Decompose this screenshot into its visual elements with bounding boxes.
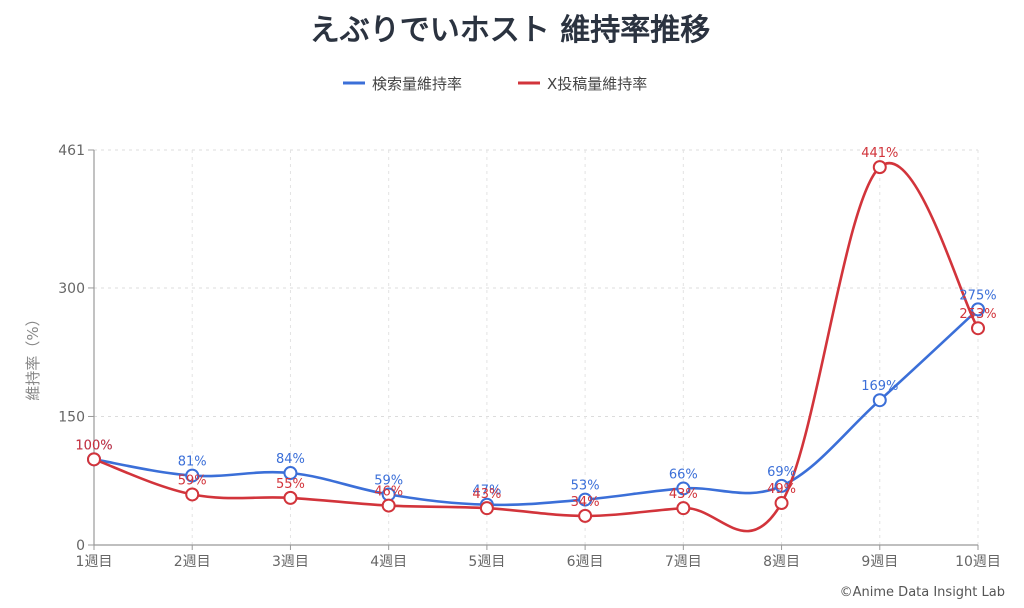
data-label: 66% <box>669 467 698 482</box>
series-points <box>87 160 985 523</box>
data-label: 43% <box>669 487 698 502</box>
series-line-0 <box>93 308 979 507</box>
x-tick-label: 2週目 <box>174 554 211 570</box>
x-tick-label: 7週目 <box>665 554 702 570</box>
series-line-1 <box>93 162 980 533</box>
data-point <box>676 481 691 496</box>
y-tick-label: 0 <box>76 538 85 554</box>
data-label: 46% <box>374 485 403 500</box>
data-point <box>578 492 593 507</box>
data-point <box>283 490 298 505</box>
data-point <box>479 501 494 516</box>
axes <box>88 149 979 550</box>
data-label: 100% <box>75 438 112 453</box>
data-label: 69% <box>767 465 796 480</box>
data-label: 34% <box>571 495 600 510</box>
data-label: 59% <box>178 473 207 488</box>
data-point <box>381 498 396 513</box>
data-label: 441% <box>861 146 898 161</box>
y-tick-label: 300 <box>58 281 85 297</box>
data-label: 84% <box>276 452 305 467</box>
legend: 検索量維持率 X投稿量維持率 <box>343 75 647 93</box>
data-point <box>872 393 887 408</box>
data-label: 49% <box>767 482 796 497</box>
y-tick-label: 150 <box>58 409 85 425</box>
data-point <box>971 321 985 336</box>
data-point <box>774 478 789 493</box>
data-point <box>971 302 985 317</box>
data-point <box>578 508 593 523</box>
data-point <box>872 160 887 175</box>
chart-title: えぶりでいホスト 維持率推移 <box>310 13 710 48</box>
x-tick-label: 9週目 <box>861 554 898 570</box>
data-point <box>676 501 691 516</box>
series-data-labels: 100%81% 84%59%47% 53%66% 69%169%275%100%59%… <box>75 146 996 510</box>
data-point <box>185 487 200 502</box>
legend-label-search: 検索量維持率 <box>372 75 462 93</box>
x-tick-label: 3週目 <box>272 554 309 570</box>
legend-label-x-posts: X投稿量維持率 <box>547 75 647 93</box>
y-axis-label: 維持率（%） <box>24 311 42 400</box>
x-tick-label: 4週目 <box>370 554 407 570</box>
data-point <box>185 468 200 483</box>
data-label: 59% <box>374 473 403 488</box>
y-tick-labels: 0 150 300 461 <box>58 143 85 554</box>
x-tick-label: 5週目 <box>468 554 505 570</box>
x-tick-label: 8週目 <box>763 554 800 570</box>
data-label: 55% <box>276 477 305 492</box>
y-tick-label: 461 <box>58 143 85 159</box>
credit-text: ©Anime Data Insight Lab <box>840 585 1005 600</box>
data-label: 275% <box>959 288 996 303</box>
data-point <box>87 452 101 467</box>
data-label: 43% <box>472 487 501 502</box>
x-tick-label: 6週目 <box>567 554 604 570</box>
data-label: 253% <box>959 307 996 322</box>
data-label: 169% <box>861 379 898 394</box>
data-label: 100% <box>75 438 112 453</box>
data-label: 47% <box>472 484 501 499</box>
x-tick-labels: 1週目 2週目 3週目 4週目 5週目 6週目 7週目 8週目 9週目 10週目 <box>76 554 1001 570</box>
series-lines <box>93 162 980 533</box>
data-point <box>283 466 298 481</box>
data-label: 53% <box>571 479 600 494</box>
grid <box>94 149 979 545</box>
data-point <box>774 496 789 511</box>
x-tick-label: 10週目 <box>955 554 1001 570</box>
x-tick-label: 1週目 <box>76 554 113 570</box>
data-label: 81% <box>178 455 207 470</box>
